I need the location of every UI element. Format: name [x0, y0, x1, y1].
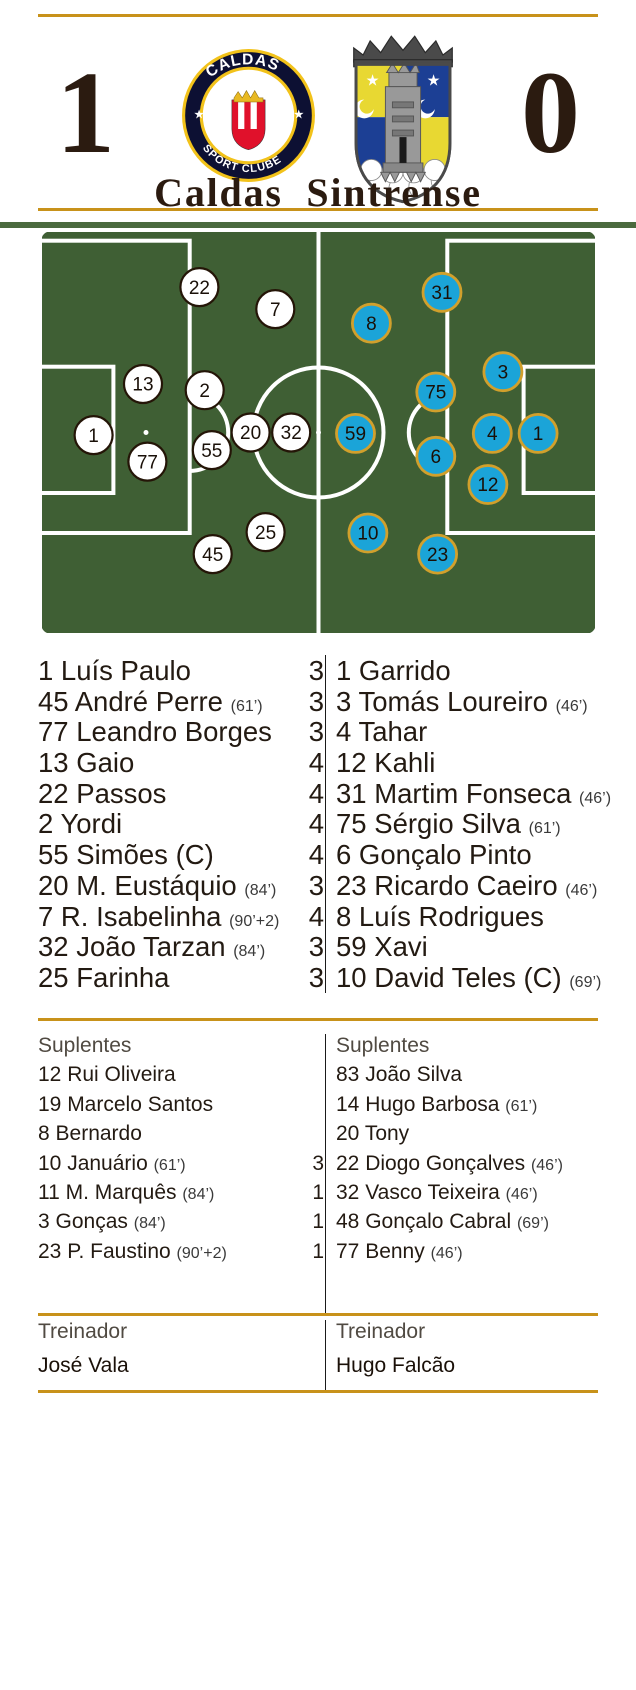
svg-text:★: ★: [427, 72, 441, 89]
svg-text:12: 12: [477, 475, 498, 496]
svg-text:1: 1: [533, 424, 544, 445]
svg-text:32: 32: [281, 423, 302, 444]
svg-text:1: 1: [88, 426, 99, 447]
svg-text:7: 7: [270, 300, 281, 321]
svg-text:13: 13: [132, 375, 153, 396]
svg-text:2: 2: [199, 381, 210, 402]
svg-text:77: 77: [137, 452, 158, 473]
svg-text:3: 3: [498, 362, 509, 383]
svg-text:10: 10: [357, 524, 378, 545]
svg-text:★: ★: [366, 72, 380, 89]
svg-text:4: 4: [487, 424, 498, 445]
svg-text:★: ★: [293, 108, 304, 122]
svg-text:45: 45: [202, 545, 223, 566]
svg-text:31: 31: [431, 283, 452, 304]
svg-text:55: 55: [201, 441, 222, 462]
svg-text:59: 59: [345, 424, 366, 445]
svg-text:6: 6: [431, 447, 442, 468]
svg-text:23: 23: [427, 545, 448, 566]
svg-text:★: ★: [193, 108, 204, 122]
svg-text:22: 22: [189, 278, 210, 299]
svg-text:20: 20: [240, 423, 261, 444]
svg-text:75: 75: [425, 383, 446, 404]
svg-text:25: 25: [255, 523, 276, 544]
svg-text:8: 8: [366, 314, 377, 335]
